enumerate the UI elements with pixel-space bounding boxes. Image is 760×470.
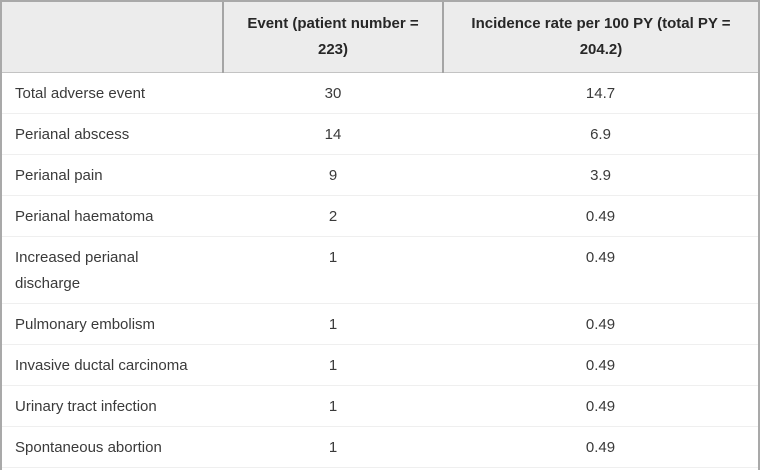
- incidence-rate-cell: 0.49: [443, 385, 758, 427]
- table-row: Increased perianal discharge 1 0.49: [2, 236, 758, 304]
- incidence-rate-cell: 0.49: [443, 344, 758, 386]
- incidence-rate-cell: 0.49: [443, 195, 758, 237]
- event-count-cell: 9: [223, 154, 443, 196]
- incidence-rate-cell: 0.49: [443, 236, 758, 304]
- table-row: Perianal pain 9 3.9: [2, 154, 758, 196]
- event-count-cell: 1: [223, 426, 443, 468]
- table-row: Spontaneous abortion 1 0.49: [2, 426, 758, 468]
- incidence-rate-cell: 14.7: [443, 72, 758, 114]
- event-name-cell: Spontaneous abortion: [2, 426, 223, 468]
- event-count-cell: 1: [223, 344, 443, 386]
- event-name-cell: Perianal abscess: [2, 113, 223, 155]
- table-row: Pulmonary embolism 1 0.49: [2, 303, 758, 345]
- header-cell-event-count: Event (patient number = 223): [222, 2, 443, 73]
- event-count-cell: 1: [223, 385, 443, 427]
- table-row: Urinary tract infection 1 0.49: [2, 385, 758, 427]
- incidence-rate-cell: 0.49: [443, 426, 758, 468]
- event-count-cell: 2: [223, 195, 443, 237]
- incidence-rate-cell: 3.9: [443, 154, 758, 196]
- header-cell-incidence-rate: Incidence rate per 100 PY (total PY = 20…: [442, 2, 758, 73]
- table-row: Perianal haematoma 2 0.49: [2, 195, 758, 237]
- event-count-cell: 30: [223, 72, 443, 114]
- event-count-cell: 1: [223, 236, 443, 304]
- incidence-rate-cell: 0.49: [443, 303, 758, 345]
- table-row: Invasive ductal carcinoma 1 0.49: [2, 344, 758, 386]
- event-name-cell: Pulmonary embolism: [2, 303, 223, 345]
- event-name-cell: Increased perianal discharge: [2, 236, 223, 304]
- table-row: Perianal abscess 14 6.9: [2, 113, 758, 155]
- table-row: Total adverse event 30 14.7: [2, 72, 758, 114]
- event-name-cell: Perianal pain: [2, 154, 223, 196]
- header-cell-empty: [2, 2, 223, 73]
- event-count-cell: 14: [223, 113, 443, 155]
- event-count-cell: 1: [223, 303, 443, 345]
- event-name-cell: Invasive ductal carcinoma: [2, 344, 223, 386]
- header-row: Event (patient number = 223) Incidence r…: [2, 2, 758, 73]
- incidence-rate-cell: 6.9: [443, 113, 758, 155]
- event-name-cell: Total adverse event: [2, 72, 223, 114]
- event-name-cell: Urinary tract infection: [2, 385, 223, 427]
- event-name-cell: Perianal haematoma: [2, 195, 223, 237]
